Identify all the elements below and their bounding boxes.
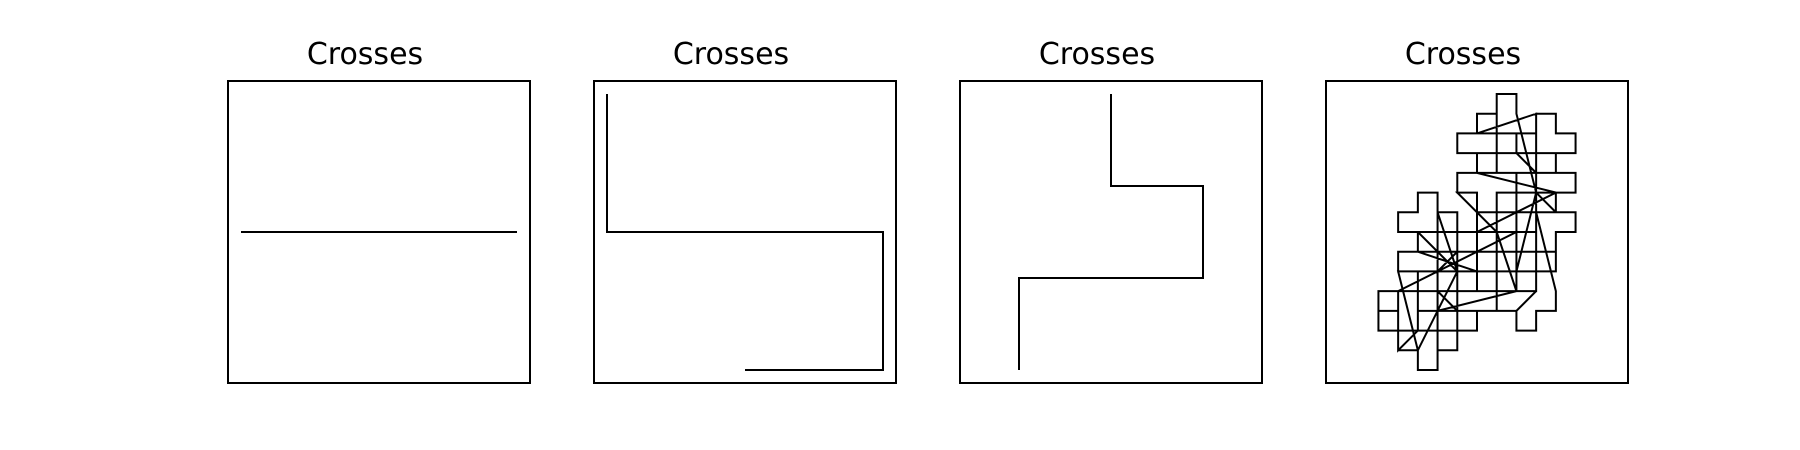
plot-frame	[1325, 80, 1629, 384]
plot-frame	[227, 80, 531, 384]
cross-curve-line	[1018, 94, 1204, 370]
cross-curve-plot	[241, 231, 517, 233]
cross-curve-line	[1377, 93, 1577, 371]
panel-title: Crosses	[672, 37, 790, 72]
cross-curve-plot	[1018, 94, 1204, 370]
cross-curve-line	[606, 94, 884, 371]
cross-curve-plot	[606, 94, 884, 371]
cross-curve-plot	[1377, 93, 1577, 371]
panel-title: Crosses	[306, 37, 424, 72]
plot-frame	[959, 80, 1263, 384]
panel-title: Crosses	[1404, 37, 1522, 72]
panel-title: Crosses	[1038, 37, 1156, 72]
plot-frame	[593, 80, 897, 384]
